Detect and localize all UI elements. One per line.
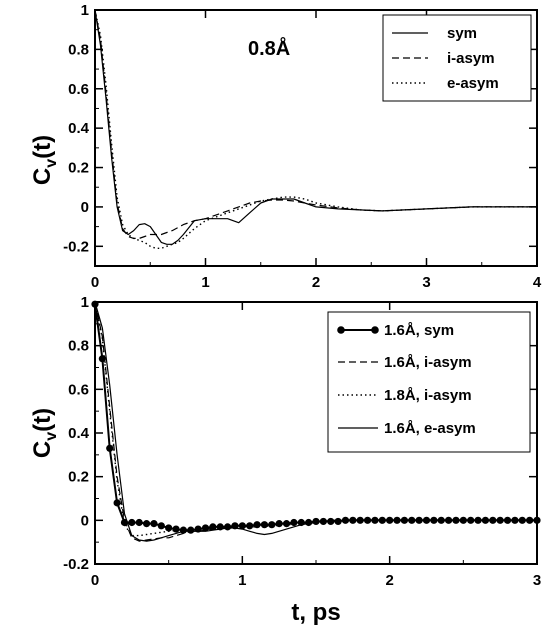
x-tick-label: 3 xyxy=(422,274,430,291)
y-tick-label: 0.2 xyxy=(68,160,89,177)
data-point xyxy=(142,520,151,528)
data-point xyxy=(172,525,180,533)
y-tick-label: 0.8 xyxy=(68,338,89,355)
y-tick-label: 0.8 xyxy=(68,41,89,58)
data-point xyxy=(150,520,158,528)
legend-bottom-label-4: 1.6Å, e-asym xyxy=(384,420,476,437)
y-tick-label: 0.2 xyxy=(68,469,89,486)
data-point xyxy=(106,444,114,452)
series-line-top-2 xyxy=(94,9,537,250)
y-tick-label: 0.6 xyxy=(68,81,89,98)
legend-bottom-marker-2 xyxy=(371,326,379,334)
data-point xyxy=(224,523,232,531)
x-tick-label: 0 xyxy=(91,572,99,589)
ylabel-top-main: C xyxy=(29,168,56,185)
ylabel-bottom-tail: (t) xyxy=(29,408,56,432)
ylabel-top-sub: v xyxy=(43,159,60,168)
data-point xyxy=(135,518,143,527)
data-point xyxy=(290,518,298,527)
data-point xyxy=(179,526,187,534)
legend-frame-bottom xyxy=(327,311,531,453)
y-tick-label: 0.4 xyxy=(68,425,90,442)
x-tick-label: 2 xyxy=(385,572,393,589)
legend-bottom-label-3: 1.8Å, i-asym xyxy=(384,387,472,404)
legend-top-label-i-asym: i-asym xyxy=(447,50,495,67)
xlabel-bottom: t, ps xyxy=(291,599,340,626)
x-tick-label: 3 xyxy=(533,572,541,589)
x-tick-label: 1 xyxy=(201,274,209,291)
ylabel-bottom-sub: v xyxy=(43,432,60,441)
data-point xyxy=(165,524,173,532)
annotation-top: 0.8Å xyxy=(248,36,290,60)
ylabel-top-tail: (t) xyxy=(29,135,56,159)
legend-top-label-sym: sym xyxy=(447,25,477,42)
x-tick-label: 2 xyxy=(312,274,320,291)
data-point xyxy=(246,522,254,530)
y-tick-label: 0.6 xyxy=(68,381,89,398)
x-tick-label: 1 xyxy=(238,572,246,589)
data-point xyxy=(201,524,210,532)
data-point xyxy=(128,518,136,527)
x-tick-label: 4 xyxy=(533,274,542,291)
ylabel-top: Cv(t) xyxy=(29,135,60,185)
legend-bottom-label-2: 1.6Å, i-asym xyxy=(384,354,472,371)
y-tick-label: 1 xyxy=(81,2,89,19)
series-line-bottom-3 xyxy=(94,301,537,542)
y-tick-label: -0.2 xyxy=(63,556,89,573)
series-line-bottom-2 xyxy=(94,301,537,537)
data-point xyxy=(334,517,342,526)
legend-bottom: 1.6Å, sym 1.6Å, i-asym 1.8Å, i-asym 1.6Å… xyxy=(327,311,531,453)
ylabel-bottom-main: C xyxy=(29,441,56,458)
y-tick-label: 1 xyxy=(81,294,89,311)
series-group-bottom xyxy=(91,300,541,542)
legend-top-label-e-asym: e-asym xyxy=(447,75,499,92)
y-tick-label: 0 xyxy=(81,199,89,216)
y-tick-label: 0.4 xyxy=(68,120,90,137)
chart-bottom: 0 1 2 3-0.200.20.40.60.81 Cv(t) t, ps 1.6Å,… xyxy=(29,294,541,626)
chart-top: 0 1 2 3 4 -0.2 0 0.2 0.4 0.6 0.8 1 Cv(t) 0.8Å sym i… xyxy=(29,2,542,291)
data-point xyxy=(157,522,165,530)
tick-group-top: 0 1 2 3 4 -0.2 0 0.2 0.4 0.6 0.8 1 xyxy=(63,2,542,291)
legend-bottom-marker-1 xyxy=(337,326,345,334)
data-point xyxy=(268,521,276,529)
legend-top: sym i-asym e-asym xyxy=(382,14,532,102)
legend-bottom-label-1: 1.6Å, sym xyxy=(384,322,454,339)
data-point xyxy=(113,499,121,507)
series-group-top xyxy=(94,9,537,250)
y-tick-label: -0.2 xyxy=(63,238,89,255)
y-tick-label: 0 xyxy=(81,512,89,529)
x-tick-label: 0 xyxy=(91,274,99,291)
ylabel-bottom: Cv(t) xyxy=(29,408,60,458)
